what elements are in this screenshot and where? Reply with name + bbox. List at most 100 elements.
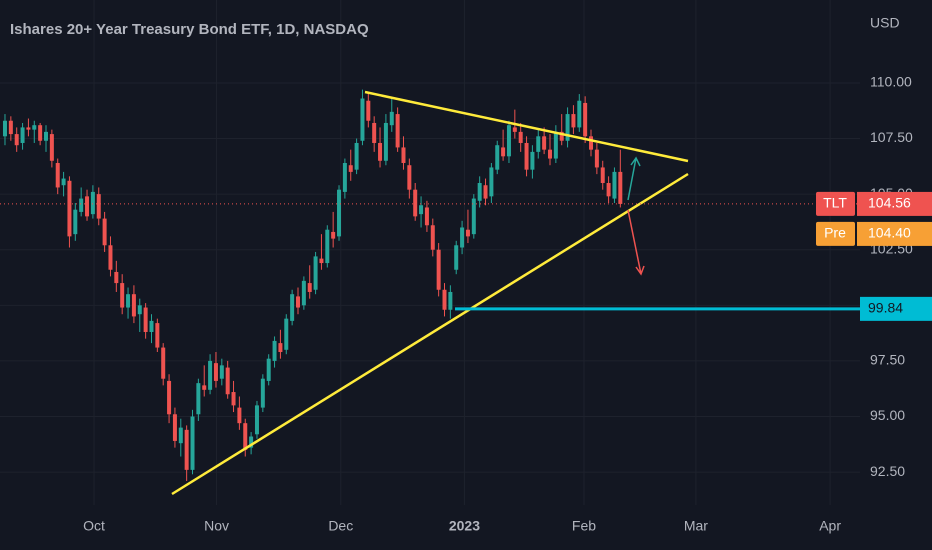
candle-body <box>231 392 236 406</box>
candle-body <box>454 245 459 270</box>
candle-body <box>325 229 330 264</box>
candle-body <box>161 347 166 379</box>
level-label: 99.84 <box>868 300 903 316</box>
candle-body <box>260 378 265 408</box>
candle-body <box>32 125 37 130</box>
candle-body <box>594 149 599 168</box>
candle-body <box>254 405 259 435</box>
candle-body <box>213 363 218 381</box>
candle-body <box>495 145 500 170</box>
candle-body <box>172 414 177 441</box>
candle-body <box>143 307 148 332</box>
x-tick-label: 2023 <box>449 518 480 534</box>
candle-body <box>202 385 207 390</box>
candle-body <box>559 131 564 141</box>
premarket-price-badge <box>857 221 932 246</box>
candle-body <box>600 167 605 184</box>
candle-body <box>196 383 201 415</box>
candle-body <box>102 218 107 246</box>
x-tick-label: Oct <box>83 518 105 534</box>
candle-body <box>512 127 517 132</box>
candle-body <box>155 323 160 348</box>
premarket-price-label: 104.40 <box>868 225 911 241</box>
candle-body <box>49 134 54 161</box>
candle-body <box>477 183 482 201</box>
candle-body <box>407 165 412 190</box>
candle-body <box>501 147 506 157</box>
candle-body <box>249 436 254 448</box>
candle-body <box>219 365 224 379</box>
x-tick-label: Mar <box>684 518 708 534</box>
candle-body <box>85 196 90 217</box>
candle-body <box>530 151 535 170</box>
x-tick-label: Dec <box>328 518 353 534</box>
candle-body <box>55 162 60 188</box>
candle-body <box>8 120 13 135</box>
candle-body <box>589 136 594 150</box>
candle-body <box>20 127 25 143</box>
candle-body <box>536 136 541 152</box>
candle-body <box>131 294 136 317</box>
candle-body <box>272 340 277 361</box>
candle-body <box>266 358 271 381</box>
candle-body <box>483 185 488 199</box>
candle-body <box>290 294 295 321</box>
currency-label: USD <box>870 15 900 31</box>
candle-body <box>61 178 66 186</box>
candle-body <box>378 142 383 161</box>
candle-body <box>395 114 400 148</box>
candle-body <box>413 189 418 217</box>
candle-body <box>44 131 49 141</box>
candle-body <box>360 98 365 141</box>
candles <box>2 89 623 481</box>
y-tick-label: 92.50 <box>870 463 905 479</box>
candle-body <box>354 142 359 170</box>
drawings <box>171 90 689 496</box>
symbol-badge <box>816 191 855 216</box>
last-price-label: 104.56 <box>868 195 911 211</box>
candle-body <box>307 283 312 292</box>
candle-body <box>342 162 347 192</box>
candle-body <box>331 231 336 239</box>
candle-body <box>436 249 441 290</box>
candle-body <box>571 114 576 128</box>
candle-body <box>108 245 113 270</box>
candle-body <box>2 120 7 137</box>
level-badge <box>860 296 932 321</box>
candle-body <box>190 416 195 470</box>
candle-body <box>319 258 324 264</box>
arrow-down <box>627 209 645 276</box>
trendline-lower <box>171 172 689 496</box>
candle-body <box>389 111 394 126</box>
y-tick-label: 107.50 <box>870 129 913 145</box>
candle-body <box>547 149 552 159</box>
candle-body <box>606 183 611 197</box>
arrow-up <box>627 156 641 201</box>
candle-body <box>178 427 183 444</box>
candle-body <box>137 305 142 315</box>
candle-body <box>518 131 523 143</box>
candle-body <box>167 380 172 415</box>
candle-body <box>424 207 429 226</box>
symbol-label: TLT <box>823 195 847 211</box>
y-tick-label: 97.50 <box>870 352 905 368</box>
candle-body <box>577 100 582 128</box>
candle-body <box>383 122 388 161</box>
candle-body <box>38 125 43 141</box>
candle-body <box>114 271 119 284</box>
candle-body <box>14 134 19 146</box>
candle-body <box>90 191 95 215</box>
candle-body <box>506 125 511 157</box>
candle-body <box>284 318 289 350</box>
candle-body <box>366 100 371 121</box>
candle-body <box>553 131 558 159</box>
candle-body <box>419 205 424 215</box>
candle-body <box>26 127 31 130</box>
x-tick-label: Feb <box>572 518 596 534</box>
candle-body <box>442 289 447 310</box>
candle-body <box>237 407 242 424</box>
candle-body <box>618 171 623 204</box>
candle-body <box>583 102 588 137</box>
